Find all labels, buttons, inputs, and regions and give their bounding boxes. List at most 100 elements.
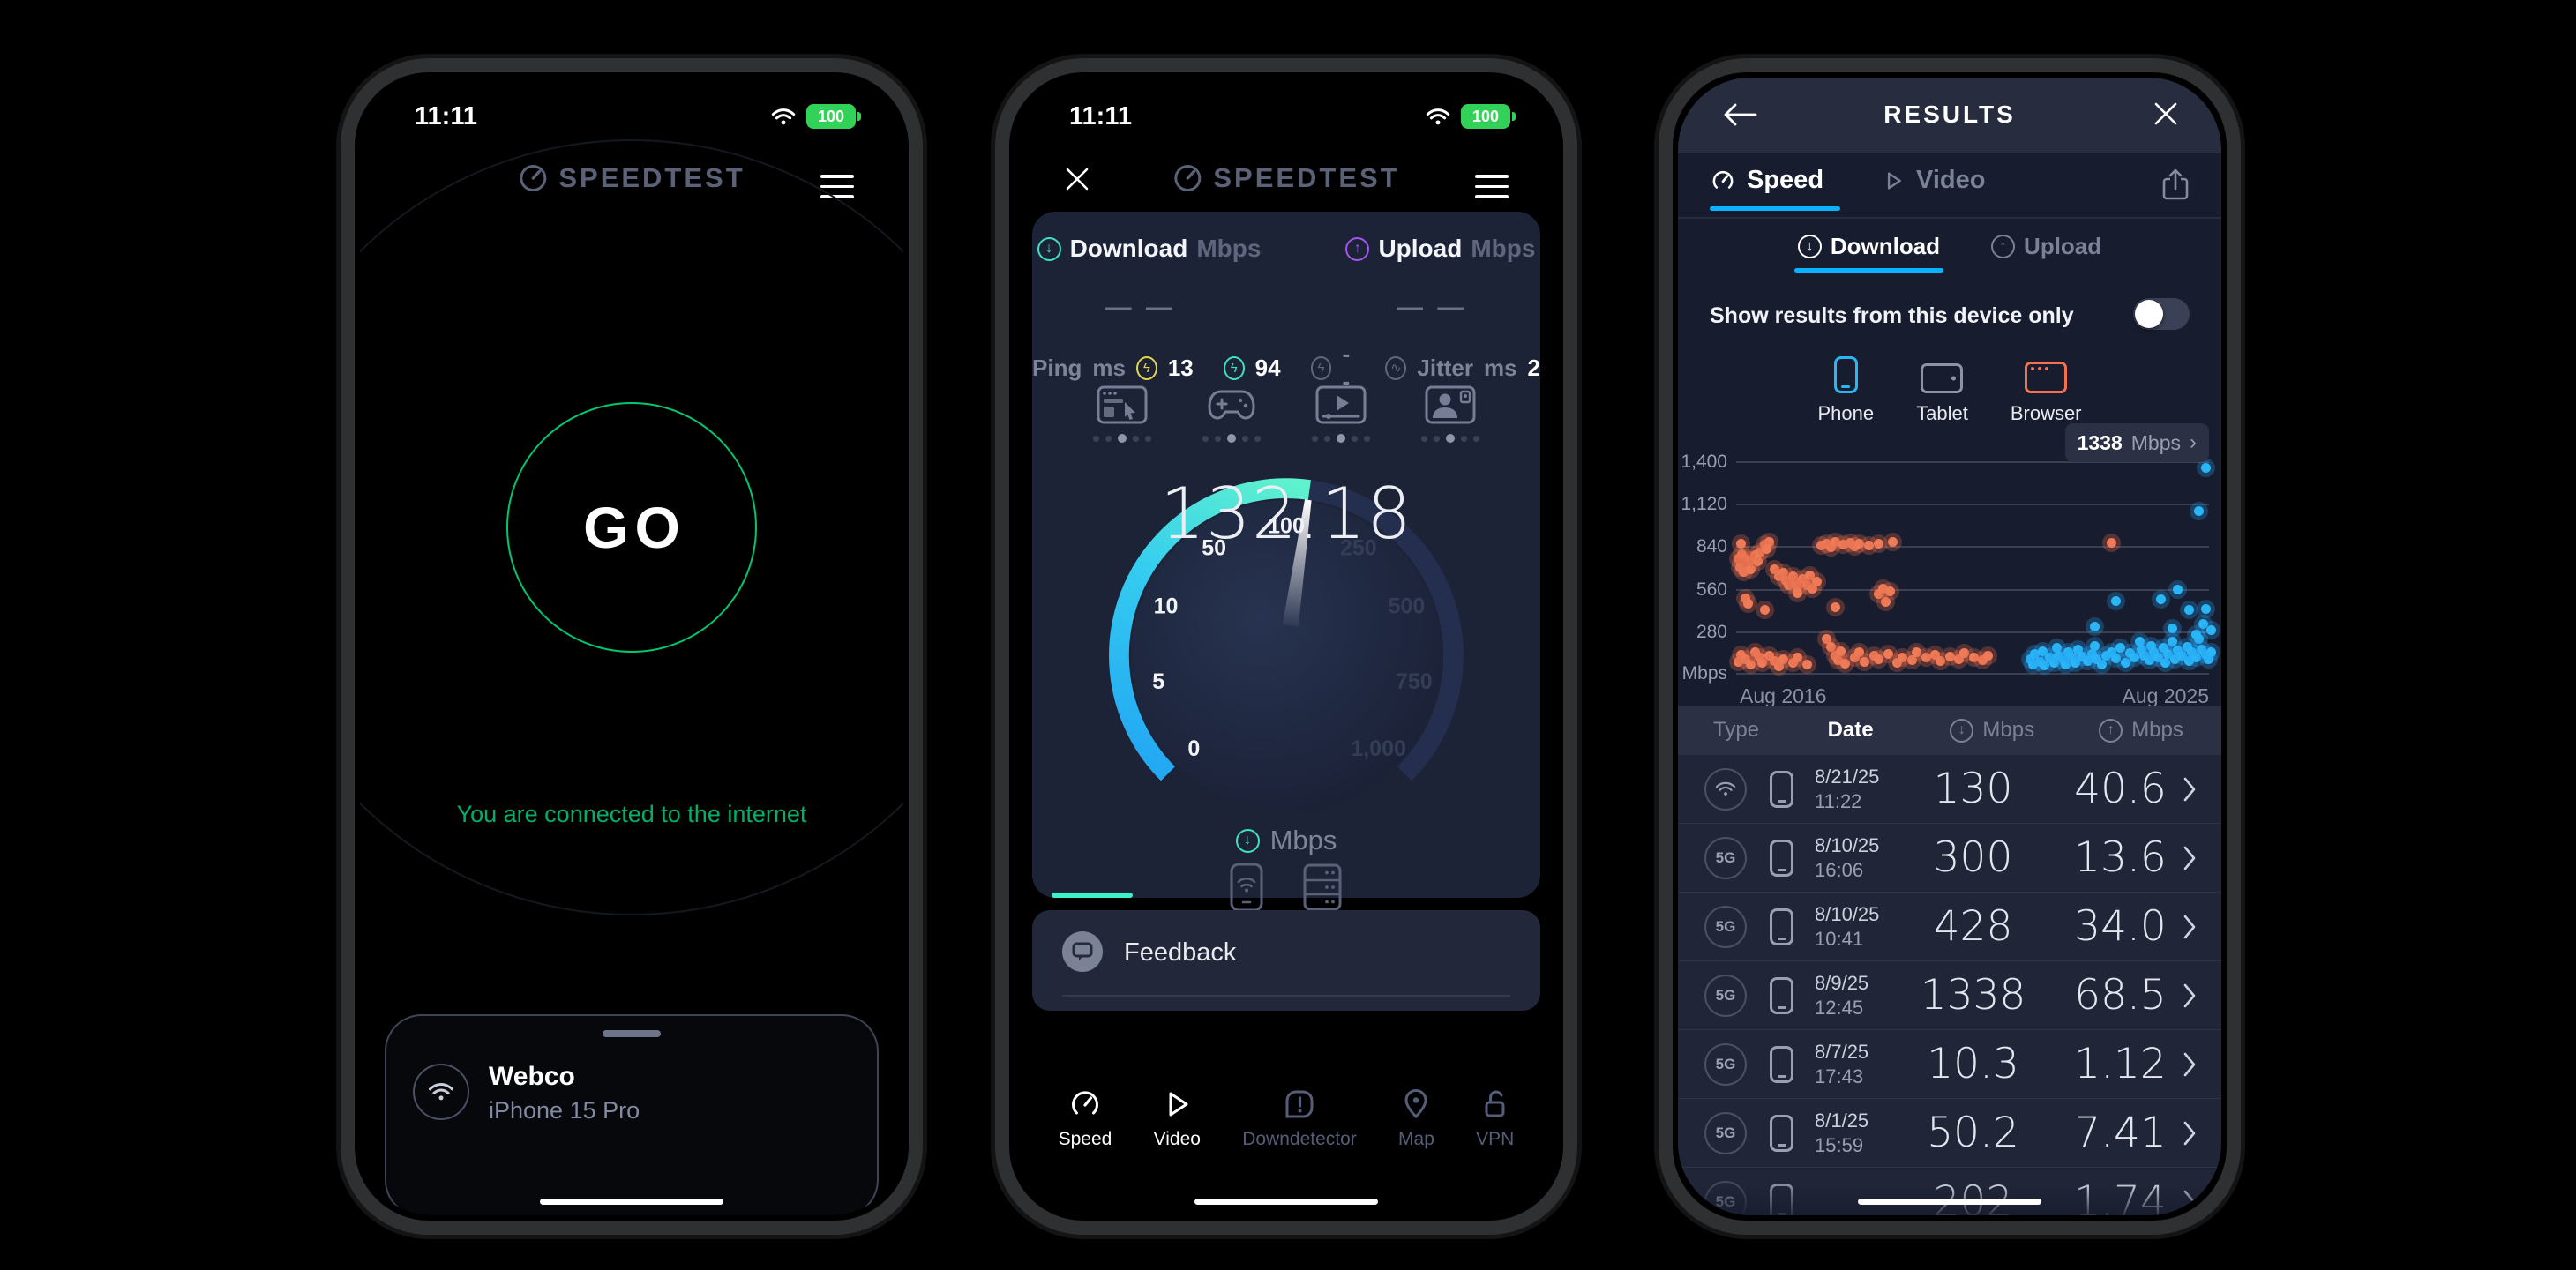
scatter-point-download-results-early[interactable] [1840,659,1851,669]
table-row[interactable]: 5G 8/9/25 12:45 1338 68.5 [1678,961,2221,1030]
scatter-point-download-results-recent[interactable] [2198,618,2209,629]
scatter-point-download-results-recent[interactable] [2203,654,2213,665]
scatter-point-download-results-early[interactable] [1921,653,1931,663]
scatter-point-download-results-recent[interactable] [2082,655,2093,666]
scatter-point-download-results-recent[interactable] [2194,505,2205,516]
scatter-point-download-results-early[interactable] [1854,539,1865,549]
scatter-point-download-results-recent[interactable] [2153,653,2164,663]
selected-result-badge[interactable]: 1338 Mbps › [2064,423,2209,462]
scatter-point-download-results-recent[interactable] [2191,629,2202,639]
scatter-point-download-results-early[interactable] [1773,572,1784,582]
back-arrow-icon[interactable] [1720,101,1759,129]
scatter-point-download-results-early[interactable] [1873,589,1883,600]
table-row[interactable]: 5G 8/10/25 16:06 300 13.6 [1678,824,2221,893]
scatter-point-download-results-early[interactable] [1764,536,1775,547]
scatter-point-download-results-recent[interactable] [2054,650,2064,661]
scatter-point-download-results-early[interactable] [1769,655,1779,666]
scatter-point-download-results-early[interactable] [1797,574,1808,584]
scatter-point-download-results-early[interactable] [1750,647,1761,658]
scatter-point-download-results-early[interactable] [1793,652,1803,662]
scatter-point-download-results-recent[interactable] [2115,643,2126,654]
scatter-point-download-results-recent[interactable] [2048,657,2059,668]
scatter-point-download-results-early[interactable] [1833,655,1844,666]
scatter-point-download-results-early[interactable] [1738,567,1749,578]
scatter-point-download-results-recent[interactable] [2172,645,2183,655]
scatter-point-download-results-recent[interactable] [2186,647,2197,658]
scatter-point-download-results-early[interactable] [1831,601,1841,612]
scatter-point-download-results-early[interactable] [1831,536,1841,547]
scatter-point-download-results-early[interactable] [1911,647,1921,658]
scatter-point-download-results-early[interactable] [1807,584,1817,594]
scatter-point-download-results-early[interactable] [1954,654,1965,665]
device-tablet[interactable]: Tablet [1916,356,1968,425]
scatter-point-download-results-early[interactable] [1735,650,1746,660]
subtab-upload[interactable]: ↑ Upload [1991,233,2101,273]
scatter-point-download-results-early[interactable] [1826,542,1837,552]
table-row[interactable]: 5G 8/1/25 15:59 50.2 7.41 [1678,1099,2221,1168]
scatter-point-download-results-early[interactable] [1802,660,1813,670]
scatter-point-download-results-early[interactable] [1783,579,1793,590]
scatter-point-download-results-early[interactable] [1897,652,1907,662]
scatter-point-download-results-recent[interactable] [2130,653,2140,663]
scatter-point-download-results-recent[interactable] [2120,657,2130,668]
feedback-card[interactable]: Feedback [1032,910,1540,1011]
scatter-point-download-results-recent[interactable] [2170,654,2181,665]
scatter-point-download-results-early[interactable] [1978,655,1988,666]
scatter-point-download-results-recent[interactable] [2201,462,2212,473]
scatter-point-download-results-early[interactable] [1778,568,1789,579]
scatter-point-download-results-recent[interactable] [2194,633,2205,644]
scatter-point-download-results-early[interactable] [1930,650,1941,660]
scatter-point-download-results-early[interactable] [1734,656,1744,667]
scatter-point-download-results-early[interactable] [1838,540,1848,550]
nav-vpn[interactable]: VPN [1476,1087,1514,1184]
home-indicator[interactable] [1858,1199,2041,1205]
tab-speed[interactable]: Speed [1710,166,1840,211]
scatter-point-download-results-early[interactable] [1755,547,1765,557]
scatter-point-download-results-recent[interactable] [2148,647,2159,658]
scatter-point-download-results-recent[interactable] [2061,660,2071,670]
scatter-point-download-results-recent[interactable] [2196,644,2206,654]
scatter-point-download-results-recent[interactable] [2137,644,2147,654]
network-card[interactable]: Webco iPhone 15 Pro [385,1014,879,1215]
scatter-point-download-results-early[interactable] [1742,598,1753,609]
scatter-point-download-results-early[interactable] [1745,660,1756,670]
tab-video[interactable]: Video [1881,166,1985,195]
scatter-point-download-results-early[interactable] [1944,651,1955,661]
scatter-point-download-results-recent[interactable] [2110,595,2121,606]
scatter-point-download-results-recent[interactable] [2163,649,2174,660]
scatter-point-download-results-early[interactable] [1906,655,1917,666]
nav-downdetector[interactable]: Downdetector [1242,1087,1357,1184]
scatter-point-download-results-recent[interactable] [2087,649,2097,660]
scatter-point-download-results-recent[interactable] [2160,657,2171,668]
scatter-point-download-results-early[interactable] [1759,605,1770,616]
home-indicator[interactable] [540,1199,723,1205]
scatter-point-download-results-early[interactable] [1788,658,1799,669]
scatter-point-download-results-recent[interactable] [2026,654,2036,665]
scatter-point-download-results-early[interactable] [1850,653,1860,663]
scatter-point-download-results-early[interactable] [1741,654,1751,665]
scatter-plot[interactable]: 1,400 1,120 840 560 280 Mbps Aug 2016 Au… [1681,446,2216,707]
scatter-point-download-results-early[interactable] [1745,564,1756,574]
scatter-point-download-results-recent[interactable] [2106,646,2116,657]
table-row[interactable]: 5G 8/10/25 10:41 428 34.0 [1678,893,2221,961]
scatter-point-download-results-early[interactable] [1804,570,1815,580]
home-indicator[interactable] [1194,1199,1378,1205]
scatter-point-download-results-recent[interactable] [2089,640,2100,651]
scatter-point-download-results-recent[interactable] [2110,654,2121,664]
go-button[interactable]: GO [506,402,757,653]
scatter-point-download-results-early[interactable] [1773,661,1784,671]
scatter-point-download-results-recent[interactable] [2205,625,2216,636]
scatter-point-download-results-recent[interactable] [2182,641,2192,652]
scatter-point-download-results-recent[interactable] [2201,603,2212,614]
table-row[interactable]: 5G 8/7/25 17:43 10.3 1.12 [1678,1030,2221,1099]
scatter-point-download-results-early[interactable] [1873,538,1883,549]
scatter-point-download-results-recent[interactable] [2089,622,2100,632]
table-row[interactable]: 5G 202 1.74 [1678,1168,2221,1215]
nav-video[interactable]: Video [1154,1087,1201,1184]
scatter-point-download-results-early[interactable] [1873,654,1883,665]
subtab-download[interactable]: ↓ Download [1793,233,1944,273]
scatter-point-download-results-recent[interactable] [2044,652,2055,662]
scatter-point-download-results-early[interactable] [1788,572,1799,582]
scatter-point-download-results-early[interactable] [1888,536,1898,547]
device-phone[interactable]: Phone [1817,356,1874,425]
